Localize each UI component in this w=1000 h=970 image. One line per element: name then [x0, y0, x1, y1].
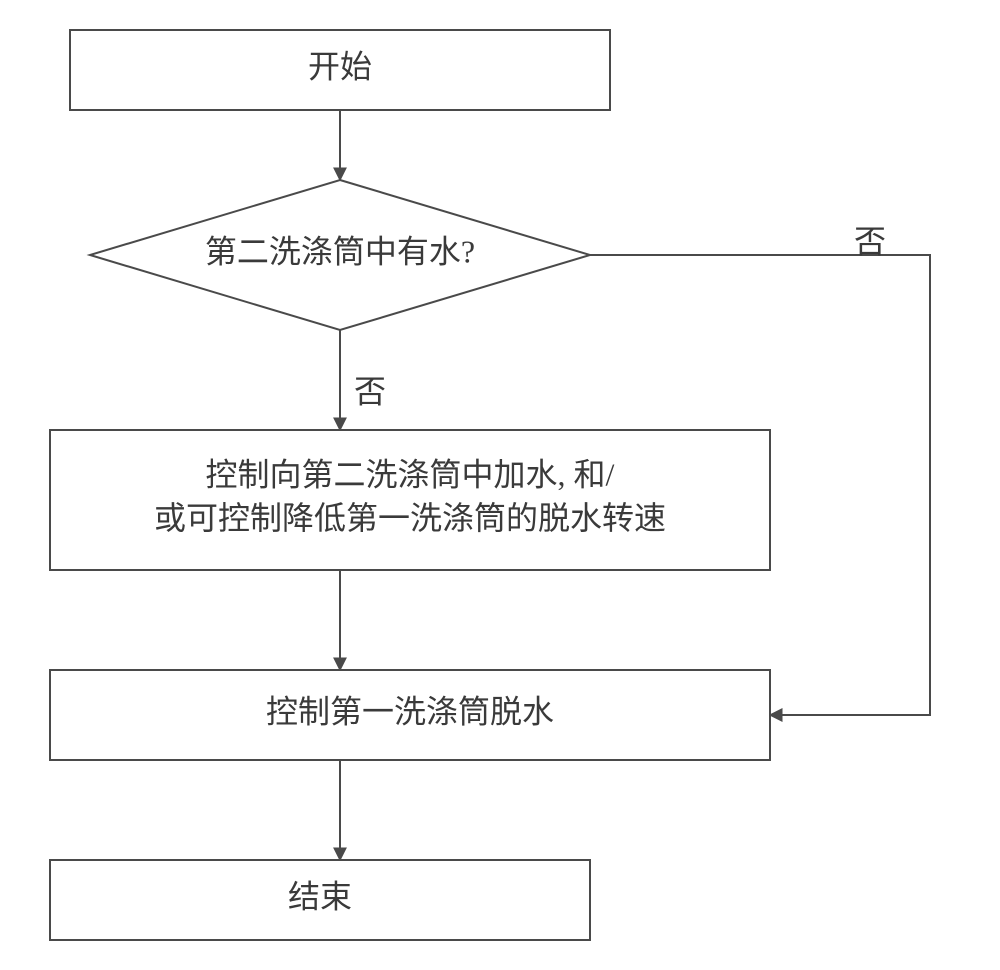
node-label-line: 控制向第二洗涤筒中加水, 和/ [206, 457, 615, 493]
node-end: 结束 [50, 860, 590, 940]
node-label: 开始 [308, 48, 372, 84]
node-start: 开始 [70, 30, 610, 110]
node-decision: 第二洗涤筒中有水? [90, 180, 590, 330]
node-dewater: 控制第一洗涤筒脱水 [50, 670, 770, 760]
edge-label: 否 [854, 223, 886, 259]
edge-label: 否 [354, 373, 386, 409]
node-label: 控制第一洗涤筒脱水 [266, 693, 554, 729]
node-process: 控制向第二洗涤筒中加水, 和/或可控制降低第一洗涤筒的脱水转速 [50, 430, 770, 570]
node-label-line: 或可控制降低第一洗涤筒的脱水转速 [154, 500, 666, 536]
node-label: 结束 [288, 878, 352, 914]
flowchart-canvas: 否否开始第二洗涤筒中有水?控制向第二洗涤筒中加水, 和/或可控制降低第一洗涤筒的… [0, 0, 1000, 970]
node-label: 第二洗涤筒中有水? [205, 233, 475, 269]
